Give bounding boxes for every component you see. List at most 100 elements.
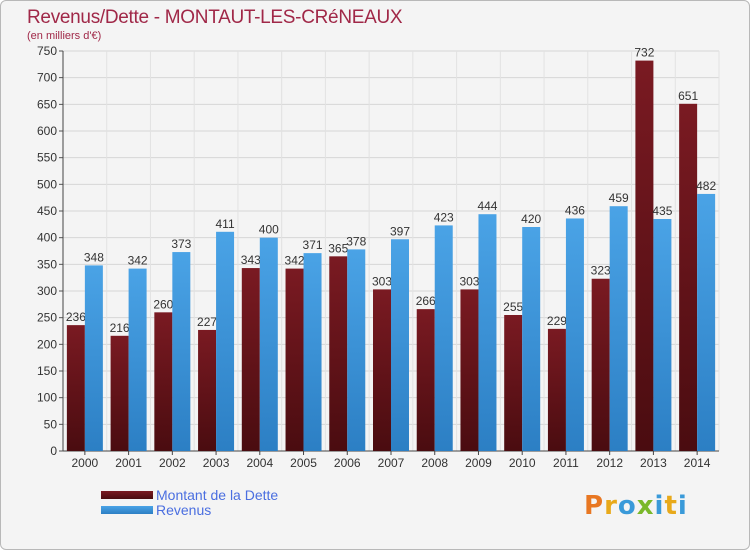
bar-revenue [565, 218, 584, 451]
logo-letter: P [584, 491, 605, 521]
data-label: 365 [328, 241, 348, 255]
y-tick-label: 150 [37, 364, 57, 378]
bar-debt [198, 329, 217, 451]
logo-letter: i [654, 491, 665, 521]
bar-debt [373, 289, 391, 451]
bar-debt [154, 312, 173, 451]
x-tick-label: 2010 [509, 456, 536, 470]
legend-swatch-debt [101, 491, 153, 499]
data-label: 420 [521, 212, 541, 226]
data-label: 229 [547, 314, 567, 328]
data-label: 378 [346, 234, 366, 248]
bar-revenue [84, 265, 103, 451]
chart-subtitle: (en milliers d'€) [27, 30, 102, 42]
data-label: 436 [565, 203, 585, 217]
y-tick-label: 300 [37, 284, 57, 298]
y-tick-label: 450 [37, 204, 57, 218]
data-label: 342 [285, 254, 305, 268]
x-tick-label: 2011 [553, 456, 579, 470]
data-label: 216 [110, 321, 130, 335]
x-tick-label: 2006 [334, 456, 361, 470]
legend-swatch-revenue [101, 506, 153, 514]
data-label: 255 [503, 300, 523, 314]
bar-revenue [128, 268, 147, 451]
bar-debt [285, 268, 304, 451]
data-label: 236 [66, 310, 86, 324]
bar-debt [329, 256, 348, 451]
y-tick-label: 0 [50, 444, 57, 458]
bar-revenue [653, 219, 672, 451]
y-tick-label: 500 [37, 177, 57, 191]
bar-revenue [522, 227, 541, 451]
x-tick-label: 2001 [115, 456, 142, 470]
bar-debt [635, 60, 654, 451]
data-label: 459 [609, 191, 629, 205]
bar-revenue [391, 239, 409, 451]
data-label: 343 [241, 253, 261, 267]
y-tick-label: 50 [44, 417, 58, 431]
x-tick-label: 2004 [246, 456, 273, 470]
chart-title: Revenus/Dette - MONTAUT-LES-CRéNEAUX [27, 7, 403, 28]
data-label: 260 [153, 297, 173, 311]
data-label: 323 [591, 264, 611, 278]
x-tick-label: 2014 [684, 456, 711, 470]
bar-debt [110, 335, 129, 451]
bar-debt [591, 278, 610, 451]
x-tick-label: 2000 [72, 456, 99, 470]
x-tick-label: 2007 [378, 456, 405, 470]
bar-revenue [697, 193, 716, 451]
data-label: 266 [416, 294, 436, 308]
data-label: 423 [434, 210, 454, 224]
x-tick-label: 2002 [159, 456, 186, 470]
y-tick-label: 650 [37, 97, 57, 111]
data-label: 348 [84, 250, 104, 264]
bar-revenue [347, 249, 366, 451]
y-tick-label: 750 [37, 44, 57, 58]
bar-revenue [434, 225, 453, 451]
data-label: 400 [259, 223, 279, 237]
bar-debt [66, 325, 85, 451]
bar-revenue [303, 253, 322, 451]
x-tick-label: 2012 [596, 456, 623, 470]
data-label: 482 [696, 179, 716, 193]
data-label: 651 [678, 89, 698, 103]
data-label: 397 [390, 224, 410, 238]
logo-letter: r [604, 491, 618, 521]
y-tick-label: 200 [37, 337, 57, 351]
y-tick-label: 550 [37, 151, 57, 165]
y-tick-label: 100 [37, 391, 57, 405]
data-label: 732 [634, 46, 654, 60]
bar-revenue [478, 214, 497, 451]
y-tick-label: 400 [37, 231, 57, 245]
x-tick-label: 2008 [421, 456, 448, 470]
bar-revenue [609, 206, 628, 451]
bar-debt [416, 309, 435, 451]
bar-revenue [172, 252, 191, 451]
bar-debt [679, 103, 698, 452]
data-label: 435 [652, 204, 672, 218]
logo-letter: x [636, 491, 655, 521]
legend-label-debt: Montant de la Dette [156, 487, 279, 503]
bar-debt [241, 268, 260, 451]
y-tick-label: 350 [37, 257, 57, 271]
data-label: 227 [197, 315, 217, 329]
data-label: 371 [303, 238, 323, 252]
bar-debt [547, 328, 566, 451]
logo-letter: i [677, 491, 688, 521]
y-tick-label: 250 [37, 311, 57, 325]
data-label: 444 [477, 199, 497, 213]
x-tick-label: 2003 [203, 456, 230, 470]
data-label: 303 [459, 274, 479, 288]
data-label: 373 [171, 237, 191, 251]
data-label: 411 [215, 217, 234, 231]
bar-revenue [259, 237, 278, 451]
x-tick-label: 2005 [290, 456, 317, 470]
proxiti-logo: Proxiti [584, 491, 688, 521]
bar-debt [504, 315, 523, 451]
data-label: 303 [372, 274, 392, 288]
bar-debt [460, 289, 479, 451]
y-tick-label: 600 [37, 124, 57, 138]
x-tick-label: 2009 [465, 456, 492, 470]
x-tick-label: 2013 [640, 456, 667, 470]
